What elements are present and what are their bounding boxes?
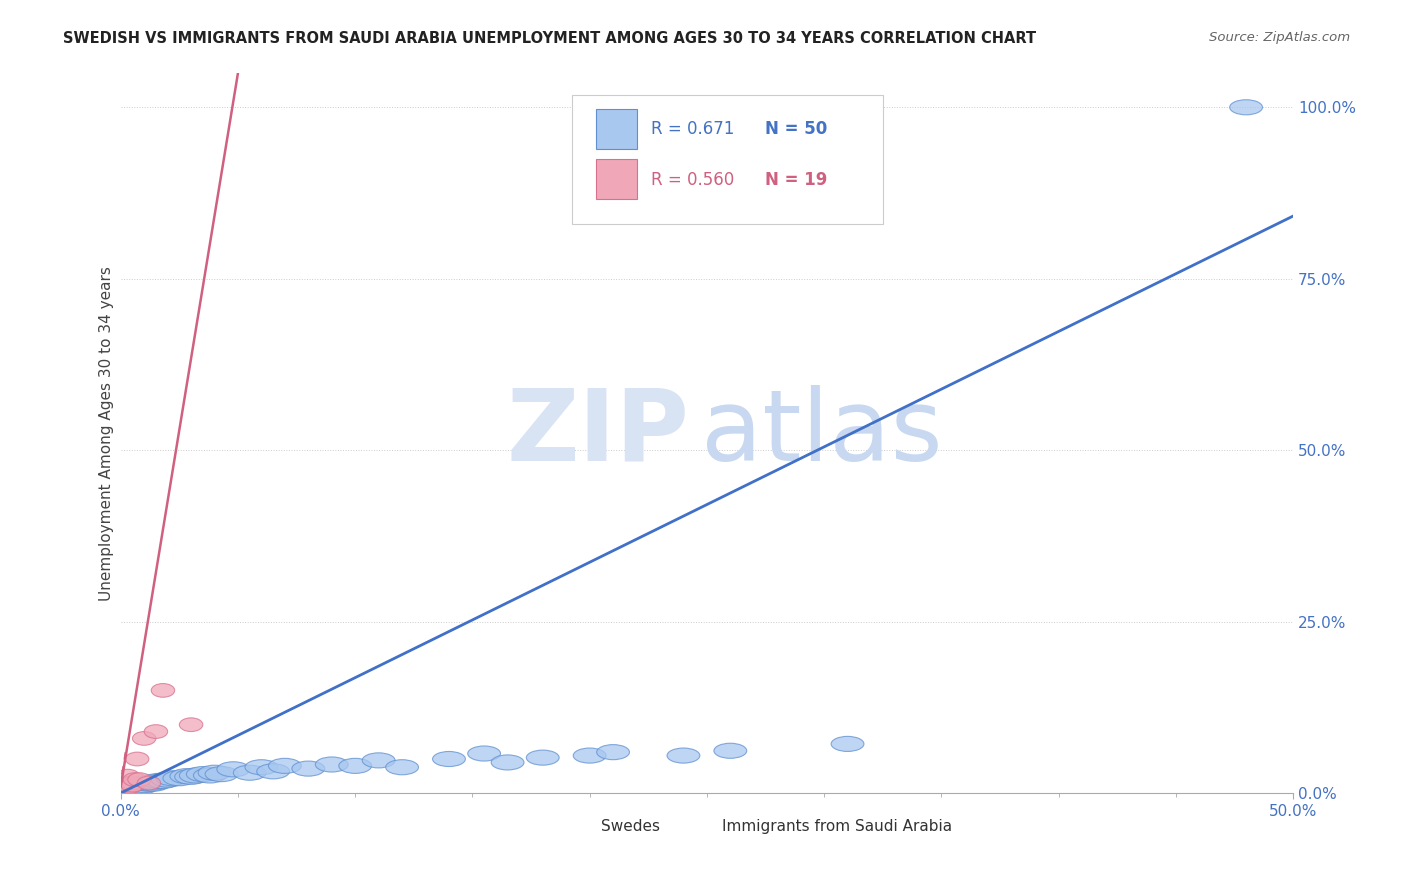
Ellipse shape bbox=[111, 778, 145, 793]
Ellipse shape bbox=[117, 778, 149, 793]
Ellipse shape bbox=[124, 776, 156, 791]
Ellipse shape bbox=[114, 780, 146, 795]
FancyBboxPatch shape bbox=[567, 813, 592, 840]
Text: R = 0.560: R = 0.560 bbox=[651, 170, 734, 188]
Ellipse shape bbox=[125, 752, 149, 766]
Ellipse shape bbox=[138, 776, 160, 790]
Ellipse shape bbox=[132, 731, 156, 746]
FancyBboxPatch shape bbox=[689, 813, 716, 840]
Ellipse shape bbox=[174, 769, 208, 784]
Ellipse shape bbox=[170, 769, 202, 784]
Ellipse shape bbox=[526, 750, 560, 765]
Ellipse shape bbox=[194, 768, 226, 783]
Text: SWEDISH VS IMMIGRANTS FROM SAUDI ARABIA UNEMPLOYMENT AMONG AGES 30 TO 34 YEARS C: SWEDISH VS IMMIGRANTS FROM SAUDI ARABIA … bbox=[63, 31, 1036, 46]
Ellipse shape bbox=[114, 780, 138, 793]
Text: Immigrants from Saudi Arabia: Immigrants from Saudi Arabia bbox=[723, 819, 952, 834]
Ellipse shape bbox=[574, 748, 606, 764]
Ellipse shape bbox=[121, 778, 145, 792]
Ellipse shape bbox=[132, 776, 166, 791]
Ellipse shape bbox=[205, 766, 238, 781]
Ellipse shape bbox=[142, 773, 174, 789]
Ellipse shape bbox=[491, 755, 524, 770]
Ellipse shape bbox=[125, 779, 159, 794]
Ellipse shape bbox=[117, 781, 139, 795]
Ellipse shape bbox=[180, 718, 202, 731]
Text: R = 0.671: R = 0.671 bbox=[651, 120, 734, 138]
Ellipse shape bbox=[114, 778, 138, 792]
Ellipse shape bbox=[269, 758, 301, 773]
Ellipse shape bbox=[135, 775, 167, 790]
Ellipse shape bbox=[110, 781, 142, 797]
Ellipse shape bbox=[163, 771, 195, 786]
Ellipse shape bbox=[339, 758, 371, 773]
Ellipse shape bbox=[385, 760, 419, 775]
FancyBboxPatch shape bbox=[596, 160, 637, 199]
Ellipse shape bbox=[146, 773, 180, 789]
Ellipse shape bbox=[138, 776, 170, 791]
Ellipse shape bbox=[1230, 100, 1263, 115]
Ellipse shape bbox=[117, 769, 139, 783]
Ellipse shape bbox=[180, 768, 212, 783]
Ellipse shape bbox=[831, 737, 863, 751]
Ellipse shape bbox=[118, 780, 142, 793]
Y-axis label: Unemployment Among Ages 30 to 34 years: Unemployment Among Ages 30 to 34 years bbox=[100, 266, 114, 600]
Ellipse shape bbox=[714, 743, 747, 758]
Ellipse shape bbox=[315, 757, 349, 772]
Ellipse shape bbox=[145, 724, 167, 739]
Ellipse shape bbox=[156, 771, 188, 786]
Text: Swedes: Swedes bbox=[602, 819, 661, 834]
Ellipse shape bbox=[363, 753, 395, 768]
Ellipse shape bbox=[198, 765, 231, 780]
Ellipse shape bbox=[111, 780, 135, 793]
Ellipse shape bbox=[128, 772, 152, 787]
Ellipse shape bbox=[433, 751, 465, 766]
Ellipse shape bbox=[111, 779, 145, 794]
Text: ZIP: ZIP bbox=[506, 384, 689, 482]
Ellipse shape bbox=[233, 765, 266, 780]
Ellipse shape bbox=[124, 772, 146, 787]
Ellipse shape bbox=[118, 776, 142, 790]
Ellipse shape bbox=[121, 779, 153, 794]
Ellipse shape bbox=[217, 762, 250, 777]
Ellipse shape bbox=[107, 780, 139, 796]
Ellipse shape bbox=[245, 760, 278, 775]
Text: atlas: atlas bbox=[702, 384, 942, 482]
Ellipse shape bbox=[118, 778, 152, 793]
Ellipse shape bbox=[187, 766, 219, 781]
Ellipse shape bbox=[111, 781, 135, 795]
Ellipse shape bbox=[468, 746, 501, 761]
FancyBboxPatch shape bbox=[572, 95, 883, 224]
Ellipse shape bbox=[121, 776, 145, 790]
Ellipse shape bbox=[110, 779, 142, 794]
Ellipse shape bbox=[666, 748, 700, 764]
Ellipse shape bbox=[128, 778, 160, 793]
Ellipse shape bbox=[139, 775, 173, 790]
FancyBboxPatch shape bbox=[596, 109, 637, 149]
Text: N = 19: N = 19 bbox=[765, 170, 828, 188]
Ellipse shape bbox=[131, 775, 163, 790]
Ellipse shape bbox=[117, 780, 149, 796]
Ellipse shape bbox=[292, 761, 325, 776]
Text: Source: ZipAtlas.com: Source: ZipAtlas.com bbox=[1209, 31, 1350, 45]
Ellipse shape bbox=[257, 764, 290, 779]
Text: N = 50: N = 50 bbox=[765, 120, 828, 138]
Ellipse shape bbox=[152, 683, 174, 698]
Ellipse shape bbox=[117, 778, 139, 792]
Ellipse shape bbox=[596, 745, 630, 760]
Ellipse shape bbox=[152, 772, 184, 787]
